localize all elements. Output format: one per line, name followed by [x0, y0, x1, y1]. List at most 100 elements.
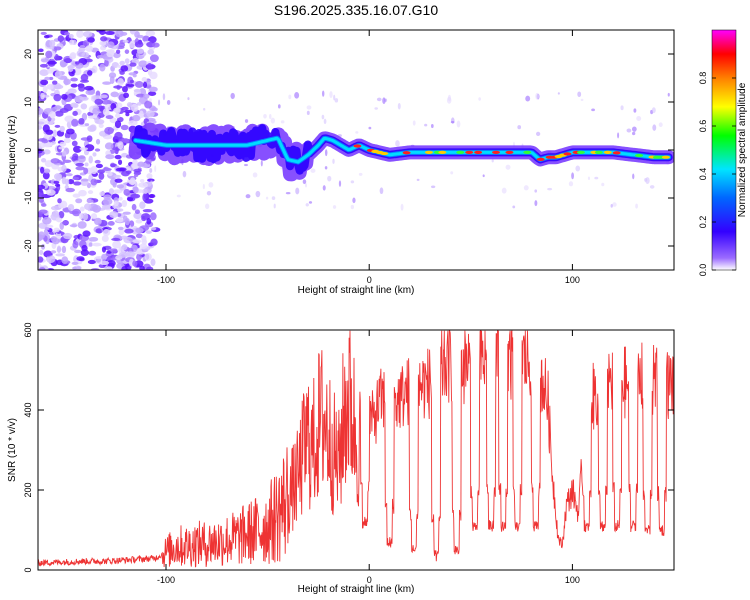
- spectrogram-noise-blob: [61, 93, 68, 100]
- spectrogram-noise-blob: [149, 38, 157, 43]
- spectrogram-noise-blob: [120, 65, 129, 72]
- spectrogram-noise-blob: [88, 250, 97, 256]
- spectrogram-noise-blob: [62, 232, 73, 240]
- spectrogram-noise-blob: [115, 49, 121, 54]
- spectrogram-noise-blob: [43, 133, 53, 141]
- spectrogram-noise-blob: [88, 236, 99, 242]
- spectrogram-noise-blob: [69, 39, 75, 46]
- spectrogram-noise-blob: [135, 227, 144, 234]
- spectrogram-noise-blob: [106, 50, 114, 58]
- spectrogram-streak-blob: [517, 125, 522, 130]
- spectrogram-noise-blob: [124, 58, 130, 64]
- spectrogram-noise-blob: [113, 174, 122, 178]
- spectrogram-noise-blob: [120, 124, 129, 131]
- spectrogram-noise-blob: [82, 230, 91, 237]
- spectrogram-noise-blob: [77, 155, 86, 163]
- spectrogram-hotspot: [603, 150, 612, 154]
- spectrogram-streak-blob: [158, 99, 161, 106]
- spectrogram-ytick-label: -10: [23, 191, 33, 204]
- spectrogram-noise-blob: [67, 203, 75, 211]
- spectrogram-noise-blob: [147, 178, 155, 182]
- spectrogram-hotspot: [536, 157, 545, 161]
- spectrogram-noise-blob: [66, 128, 75, 135]
- spectrogram-streak-blob: [430, 124, 434, 129]
- spectrogram-noise-blob: [136, 247, 143, 255]
- spectrogram-streak-blob: [450, 171, 454, 175]
- spectrogram-noise-blob: [139, 110, 144, 119]
- spectrogram-noise-blob: [133, 168, 142, 173]
- spectrogram-streak-blob: [649, 185, 655, 189]
- spectrogram-streak-blob: [534, 200, 538, 207]
- spectrogram-noise-blob: [121, 106, 129, 111]
- spectrogram-streak-blob: [230, 92, 235, 100]
- spectrogram-streak-blob: [626, 128, 632, 133]
- spectrogram-noise-blob: [150, 227, 157, 231]
- spectrogram-noise-blob: [102, 167, 112, 171]
- spectrogram-streak-blob: [601, 182, 605, 187]
- spectrogram-noise-blob: [129, 40, 136, 49]
- spectrogram-noise-blob: [105, 115, 114, 120]
- spectrogram-streak-blob: [430, 185, 436, 189]
- spectrogram-noise-blob: [131, 203, 137, 211]
- spectrogram-streak-blob: [587, 176, 591, 181]
- spectrogram-noise-blob: [57, 35, 65, 42]
- spectrogram-streak-blob: [332, 158, 335, 164]
- spectrogram-noise-blob: [84, 85, 94, 91]
- spectrogram-streak-blob: [631, 126, 637, 132]
- spectrogram-noise-blob: [124, 228, 134, 234]
- spectrogram-noise-blob: [43, 35, 50, 39]
- spectrogram-noise-blob: [134, 209, 140, 215]
- spectrogram-noise-blob: [72, 193, 81, 198]
- spectrogram-noise-blob: [142, 188, 148, 195]
- spectrogram-streak-blob: [162, 93, 166, 101]
- spectrogram-noise-blob: [38, 107, 44, 115]
- spectrogram-streak-blob: [525, 95, 531, 102]
- spectrogram-noise-blob: [121, 199, 128, 208]
- spectrogram-streak-blob: [535, 131, 541, 137]
- spectrogram-streak-blob: [252, 172, 258, 178]
- spectrogram-noise-blob: [74, 95, 84, 103]
- spectrogram-noise-blob: [38, 138, 48, 142]
- spectrogram-noise-blob: [124, 49, 130, 54]
- spectrogram-noise-blob: [94, 159, 101, 164]
- spectrogram-streak-blob: [632, 173, 635, 180]
- spectrogram-noise-blob: [68, 34, 74, 39]
- spectrogram-noise-blob: [100, 36, 108, 42]
- spectrogram-noise-blob: [73, 145, 82, 153]
- spectrogram-noise-blob: [54, 70, 63, 79]
- spectrogram-noise-blob: [146, 218, 152, 225]
- spectrogram-streak-blob: [620, 105, 624, 111]
- spectrogram-noise-blob: [80, 249, 90, 257]
- spectrogram-noise-blob: [67, 88, 77, 94]
- spectrogram-noise-blob: [42, 216, 52, 225]
- spectrogram-xtick-label: -100: [157, 275, 175, 285]
- spectrogram-noise-blob: [72, 240, 79, 249]
- snr-panel: -100 0 100 0 200 400 600 Height of straight li…: [7, 322, 675, 595]
- spectrogram-streak-blob: [397, 102, 401, 110]
- spectrogram-streak-blob: [285, 191, 291, 195]
- spectrogram-streak-blob: [265, 196, 269, 200]
- spectrogram-noise-blob: [151, 107, 158, 112]
- spectrogram-noise-blob: [102, 108, 110, 116]
- spectrogram-noise-blob: [112, 189, 123, 194]
- spectrogram-noise-blob: [102, 198, 113, 205]
- spectrogram-noise-blob: [73, 67, 82, 76]
- spectrogram-streak-blob: [446, 96, 452, 104]
- spectrogram-streak-blob: [631, 131, 636, 136]
- spectrogram-noise-blob: [90, 166, 98, 175]
- spectrogram-hotspot: [661, 155, 670, 159]
- spectrogram-noise-blob: [63, 78, 71, 85]
- spectrogram-noise-blob: [138, 60, 148, 68]
- spectrogram-noise-blob: [96, 55, 105, 59]
- spectrogram-streak-blob: [208, 182, 214, 188]
- spectrogram-noise-blob: [142, 81, 148, 89]
- spectrogram-noise-blob: [75, 162, 85, 167]
- spectrogram-streak-blob: [305, 203, 309, 207]
- spectrogram-noise-blob: [135, 233, 143, 239]
- spectrogram-noise-blob: [40, 58, 49, 63]
- spectrogram-streak-blob: [478, 97, 481, 101]
- spectrogram-noise-blob: [109, 75, 115, 84]
- spectrogram-noise-blob: [46, 189, 56, 196]
- spectrogram-noise-blob: [40, 79, 49, 86]
- spectrogram-noise-blob: [50, 158, 60, 164]
